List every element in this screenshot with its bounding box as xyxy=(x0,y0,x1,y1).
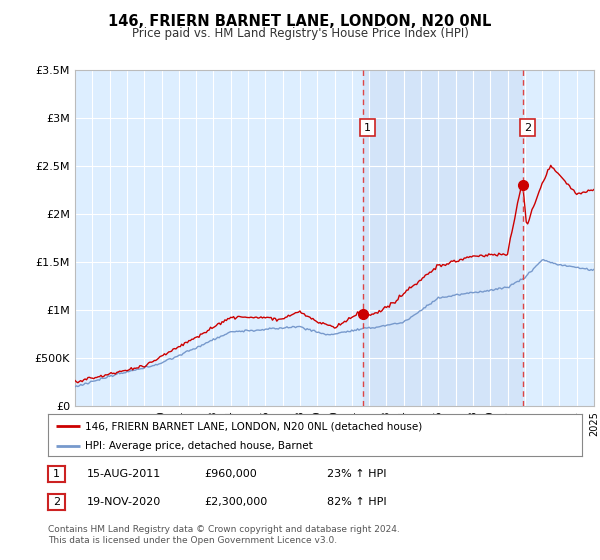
Text: Price paid vs. HM Land Registry's House Price Index (HPI): Price paid vs. HM Land Registry's House … xyxy=(131,27,469,40)
Text: 15-AUG-2011: 15-AUG-2011 xyxy=(87,469,161,479)
Text: 2: 2 xyxy=(53,497,60,507)
Text: HPI: Average price, detached house, Barnet: HPI: Average price, detached house, Barn… xyxy=(85,441,313,451)
Text: 23% ↑ HPI: 23% ↑ HPI xyxy=(327,469,386,479)
Text: 1: 1 xyxy=(364,123,371,133)
Text: 82% ↑ HPI: 82% ↑ HPI xyxy=(327,497,386,507)
Text: £960,000: £960,000 xyxy=(204,469,257,479)
Text: 1: 1 xyxy=(53,469,60,479)
Text: 2: 2 xyxy=(524,123,532,133)
Text: 146, FRIERN BARNET LANE, LONDON, N20 0NL (detached house): 146, FRIERN BARNET LANE, LONDON, N20 0NL… xyxy=(85,421,422,431)
Bar xyxy=(362,70,523,406)
Text: £2,300,000: £2,300,000 xyxy=(204,497,267,507)
Text: 146, FRIERN BARNET LANE, LONDON, N20 0NL: 146, FRIERN BARNET LANE, LONDON, N20 0NL xyxy=(109,14,491,29)
Text: 19-NOV-2020: 19-NOV-2020 xyxy=(87,497,161,507)
Text: Contains HM Land Registry data © Crown copyright and database right 2024.
This d: Contains HM Land Registry data © Crown c… xyxy=(48,525,400,545)
